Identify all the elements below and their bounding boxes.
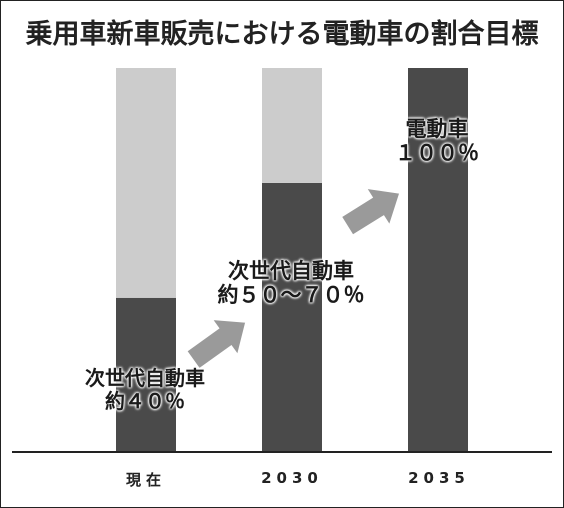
x-tick-2030: 2030 [261,469,323,487]
arrow-to-2035 [340,187,401,237]
bar-electrified-2 [408,68,468,451]
annotation-current: 次世代自動車 約４０％ [60,367,230,413]
annotation-2030: 次世代自動車 約５０～７０％ [196,259,386,307]
arrow-to-2030 [185,318,247,370]
annotation-2035-line2: １００％ [395,141,479,166]
bar-other-1 [262,68,322,183]
bar-electrified-0 [116,297,176,451]
annotation-current-line1: 次世代自動車 [85,366,205,390]
chart-title: 乗用車新車販売における電動車の割合目標 [25,19,539,50]
bar-other-0 [116,68,176,298]
bar-electrified-1 [262,182,322,451]
annotation-2035: 電動車 １００％ [362,117,512,165]
annotation-2030-line1: 次世代自動車 [228,259,354,283]
x-tick-2035: 2035 [408,469,470,487]
annotation-current-line2: 約４０％ [105,389,185,413]
annotation-2035-line1: 電動車 [405,117,469,141]
x-tick-current: 現在 [125,471,166,489]
annotation-2030-line2: 約５０～７０％ [217,283,365,308]
